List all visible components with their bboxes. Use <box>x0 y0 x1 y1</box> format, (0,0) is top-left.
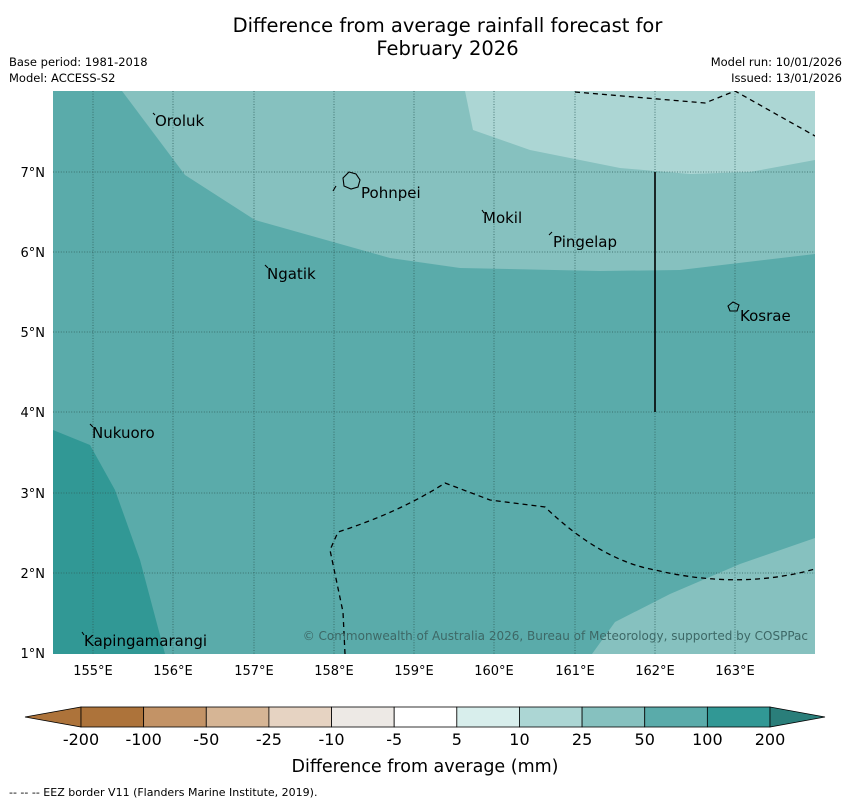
region-100-200mm-southwest <box>53 430 165 654</box>
colorbar-cell <box>80 706 145 728</box>
region-25-50mm-southeast <box>592 538 815 654</box>
colorbar-tick-label: -100 <box>125 730 161 749</box>
label-pohnpei: Pohnpei <box>361 184 421 202</box>
pohnpei-island <box>342 171 361 190</box>
colorbar-tick-label: 10 <box>509 730 529 749</box>
colorbar-cell <box>331 706 395 728</box>
colorbar-label: Difference from average (mm) <box>291 757 558 777</box>
eez-border-north <box>574 91 815 137</box>
colorbar-tick-label: 25 <box>572 730 592 749</box>
label-oroluk: Oroluk <box>155 112 204 130</box>
lon-tick: 159°E <box>394 664 434 679</box>
lon-axis: 155°E 156°E 157°E 158°E 159°E 160°E 161°… <box>73 664 755 679</box>
colorbar-tick-label: 100 <box>692 730 723 749</box>
lat-tick: 5°N <box>21 326 46 341</box>
colorbar-cell <box>581 706 646 728</box>
colorbar-cell <box>393 706 458 728</box>
title-line-1: Difference from average rainfall forecas… <box>232 14 663 37</box>
lon-tick: 163°E <box>715 664 755 679</box>
colorbar-cell <box>268 706 332 728</box>
label-ngatik: Ngatik <box>267 265 316 283</box>
colorbar-tick-label: -5 <box>386 730 402 749</box>
lat-tick: 7°N <box>21 166 46 181</box>
colorbar-tick-label: -50 <box>193 730 219 749</box>
colorbar-tick-label: -200 <box>63 730 99 749</box>
place-labels: Oroluk Pohnpei Mokil Pingelap Ngatik Kos… <box>84 112 791 650</box>
meta-right: Model run: 10/01/2026 Issued: 13/01/2026 <box>711 54 842 86</box>
label-kapingamarangi: Kapingamarangi <box>84 632 207 650</box>
title-line-2: February 2026 <box>376 37 519 60</box>
islands <box>81 112 740 636</box>
colorbar-cell <box>644 706 708 728</box>
nukuoro-mark <box>89 423 94 428</box>
colorbar-extend-low <box>24 706 82 728</box>
model-name: Model: ACCESS-S2 <box>9 71 116 85</box>
colorbar-cell <box>519 706 583 728</box>
label-kosrae: Kosrae <box>740 307 791 325</box>
lat-tick: 4°N <box>21 406 46 421</box>
eez-borders <box>329 91 815 654</box>
colorbar-cell <box>143 706 207 728</box>
colorbar-ticks: -200 -100 -50 -25 -10 -5 5 10 25 50 100 200 <box>63 730 785 749</box>
colorbar-tick-label: 50 <box>635 730 655 749</box>
copyright-notice: © Commonwealth of Australia 2026, Bureau… <box>303 629 808 643</box>
graticule <box>53 91 815 654</box>
lon-tick: 157°E <box>234 664 274 679</box>
lon-tick: 156°E <box>153 664 193 679</box>
colorbar-tick-label: -25 <box>256 730 282 749</box>
footnote: -- -- -- EEZ border V11 (Flanders Marine… <box>9 786 318 799</box>
region-10-25mm-northeast <box>465 91 815 174</box>
lon-tick: 155°E <box>73 664 113 679</box>
colorbar-tick-label: -10 <box>318 730 344 749</box>
label-pingelap: Pingelap <box>553 233 617 251</box>
eez-border-south <box>329 482 815 654</box>
lat-tick: 2°N <box>21 567 46 582</box>
label-nukuoro: Nukuoro <box>92 424 155 442</box>
mokil-mark <box>481 209 485 214</box>
lat-axis: 7°N 6°N 5°N 4°N 3°N 2°N 1°N <box>21 166 46 662</box>
oroluk-mark <box>152 112 156 116</box>
colorbar-tick-label: 200 <box>755 730 786 749</box>
colorbar-tick-label: 5 <box>452 730 462 749</box>
colorbar-extend-high <box>769 706 826 728</box>
kosrae-island <box>727 301 740 312</box>
map-title: Difference from average rainfall forecas… <box>0 14 850 60</box>
map-plot-area: Oroluk Pohnpei Mokil Pingelap Ngatik Kos… <box>53 91 815 654</box>
ngatik-mark <box>264 264 269 269</box>
pingelap-mark <box>548 231 553 236</box>
colorbar: -200 -100 -50 -25 -10 -5 5 10 25 50 100 200 Differe… <box>24 706 826 777</box>
kapingamarangi-mark <box>81 631 85 636</box>
lat-tick: 6°N <box>21 246 46 261</box>
meta-left: Base period: 1981-2018 Model: ACCESS-S2 <box>9 54 148 86</box>
colorbar-cells <box>80 706 771 728</box>
colorbar-cell <box>205 706 270 728</box>
lat-tick: 3°N <box>21 487 46 502</box>
lon-tick: 161°E <box>555 664 595 679</box>
pohnpei-reef <box>332 185 337 192</box>
issued-date: Issued: 13/01/2026 <box>731 71 842 85</box>
base-period: Base period: 1981-2018 <box>9 55 148 69</box>
lon-tick: 158°E <box>314 664 354 679</box>
label-mokil: Mokil <box>483 209 522 227</box>
lon-tick: 162°E <box>635 664 675 679</box>
model-run: Model run: 10/01/2026 <box>710 55 842 69</box>
colorbar-cell <box>706 706 771 728</box>
lon-tick: 160°E <box>474 664 514 679</box>
lat-tick: 1°N <box>21 647 46 662</box>
colorbar-cell <box>456 706 520 728</box>
